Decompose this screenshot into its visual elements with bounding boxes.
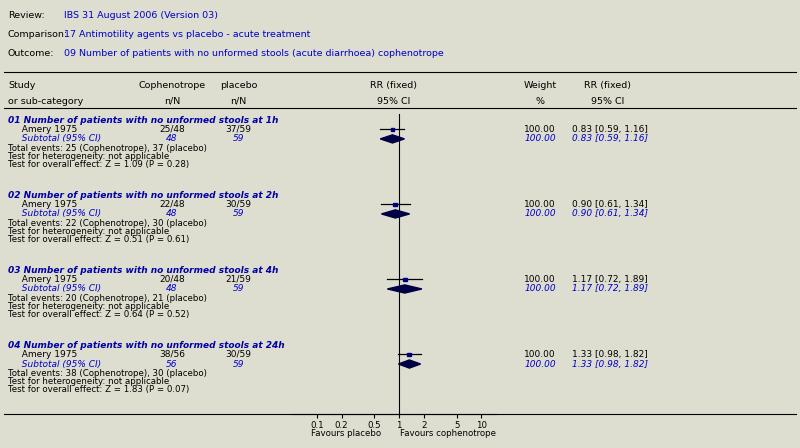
- Text: 100.00: 100.00: [524, 284, 556, 293]
- Text: Outcome:: Outcome:: [8, 49, 54, 58]
- Text: Test for heterogeneity: not applicable: Test for heterogeneity: not applicable: [8, 152, 170, 161]
- Text: IBS 31 August 2006 (Version 03): IBS 31 August 2006 (Version 03): [64, 11, 218, 20]
- Polygon shape: [387, 285, 422, 293]
- Text: Subtotal (95% CI): Subtotal (95% CI): [16, 209, 101, 219]
- Text: Comparison:: Comparison:: [8, 30, 68, 39]
- Text: n/N: n/N: [164, 97, 180, 106]
- Text: Test for heterogeneity: not applicable: Test for heterogeneity: not applicable: [8, 377, 170, 386]
- Text: 48: 48: [166, 209, 178, 219]
- Text: or sub-category: or sub-category: [8, 97, 83, 106]
- Text: 37/59: 37/59: [226, 125, 251, 134]
- Text: RR (fixed): RR (fixed): [585, 81, 631, 90]
- Text: 100.00: 100.00: [524, 275, 556, 284]
- Text: %: %: [535, 97, 545, 106]
- Text: Test for overall effect: Z = 1.09 (P = 0.28): Test for overall effect: Z = 1.09 (P = 0…: [8, 160, 189, 169]
- Text: Favours cophenotrope: Favours cophenotrope: [399, 429, 495, 438]
- Text: 59: 59: [233, 134, 244, 143]
- Text: Total events: 22 (Cophenotrope), 30 (placebo): Total events: 22 (Cophenotrope), 30 (pla…: [8, 219, 207, 228]
- Text: Subtotal (95% CI): Subtotal (95% CI): [16, 359, 101, 369]
- Text: 48: 48: [166, 284, 178, 293]
- Bar: [394, 202, 398, 206]
- Text: Amery 1975: Amery 1975: [16, 200, 78, 209]
- Text: Amery 1975: Amery 1975: [16, 275, 78, 284]
- Text: Test for overall effect: Z = 0.51 (P = 0.61): Test for overall effect: Z = 0.51 (P = 0…: [8, 235, 190, 244]
- Text: 0.90 [0.61, 1.34]: 0.90 [0.61, 1.34]: [572, 209, 648, 219]
- Text: 0.90 [0.61, 1.34]: 0.90 [0.61, 1.34]: [572, 200, 648, 209]
- Text: Test for overall effect: Z = 0.64 (P = 0.52): Test for overall effect: Z = 0.64 (P = 0…: [8, 310, 190, 319]
- Text: 100.00: 100.00: [524, 209, 556, 219]
- Text: Total events: 20 (Cophenotrope), 21 (placebo): Total events: 20 (Cophenotrope), 21 (pla…: [8, 294, 207, 303]
- Text: Review:: Review:: [8, 11, 45, 20]
- Bar: [402, 278, 406, 281]
- Bar: [407, 353, 411, 356]
- Text: 02 Number of patients with no unformed stools at 2h: 02 Number of patients with no unformed s…: [8, 191, 278, 200]
- Text: Subtotal (95% CI): Subtotal (95% CI): [16, 284, 101, 293]
- Text: 100.00: 100.00: [524, 359, 556, 369]
- Text: 95% CI: 95% CI: [378, 97, 410, 106]
- Text: 22/48: 22/48: [159, 200, 185, 209]
- Text: 1.17 [0.72, 1.89]: 1.17 [0.72, 1.89]: [572, 284, 648, 293]
- Text: Study: Study: [8, 81, 35, 90]
- Text: 1.33 [0.98, 1.82]: 1.33 [0.98, 1.82]: [572, 359, 648, 369]
- Bar: [390, 128, 394, 131]
- Text: 100.00: 100.00: [524, 134, 556, 143]
- Text: 100.00: 100.00: [524, 350, 556, 359]
- Text: 38/56: 38/56: [159, 350, 185, 359]
- Text: 100.00: 100.00: [524, 200, 556, 209]
- Text: Test for heterogeneity: not applicable: Test for heterogeneity: not applicable: [8, 302, 170, 311]
- Text: 17 Antimotility agents vs placebo - acute treatment: 17 Antimotility agents vs placebo - acut…: [64, 30, 310, 39]
- Text: 59: 59: [233, 359, 244, 369]
- Polygon shape: [398, 360, 421, 368]
- Text: 01 Number of patients with no unformed stools at 1h: 01 Number of patients with no unformed s…: [8, 116, 278, 125]
- Text: 20/48: 20/48: [159, 275, 185, 284]
- Text: 56: 56: [166, 359, 178, 369]
- Text: Amery 1975: Amery 1975: [16, 125, 78, 134]
- Text: Total events: 25 (Cophenotrope), 37 (placebo): Total events: 25 (Cophenotrope), 37 (pla…: [8, 144, 207, 153]
- Text: 03 Number of patients with no unformed stools at 4h: 03 Number of patients with no unformed s…: [8, 266, 278, 275]
- Text: 1.33 [0.98, 1.82]: 1.33 [0.98, 1.82]: [572, 350, 648, 359]
- Polygon shape: [382, 210, 410, 218]
- Text: 04 Number of patients with no unformed stools at 24h: 04 Number of patients with no unformed s…: [8, 341, 285, 350]
- Text: 21/59: 21/59: [226, 275, 251, 284]
- Text: Weight: Weight: [523, 81, 557, 90]
- Text: Amery 1975: Amery 1975: [16, 350, 78, 359]
- Text: Favours placebo: Favours placebo: [310, 429, 381, 438]
- Polygon shape: [380, 135, 405, 143]
- Text: 0.83 [0.59, 1.16]: 0.83 [0.59, 1.16]: [572, 125, 648, 134]
- Text: 48: 48: [166, 134, 178, 143]
- Text: Cophenotrope: Cophenotrope: [138, 81, 206, 90]
- Text: 09 Number of patients with no unformed stools (acute diarrhoea) cophenotrope: 09 Number of patients with no unformed s…: [64, 49, 444, 58]
- Text: 25/48: 25/48: [159, 125, 185, 134]
- Text: Total events: 38 (Cophenotrope), 30 (placebo): Total events: 38 (Cophenotrope), 30 (pla…: [8, 369, 207, 378]
- Text: n/N: n/N: [230, 97, 246, 106]
- Text: 30/59: 30/59: [226, 350, 251, 359]
- Text: Test for heterogeneity: not applicable: Test for heterogeneity: not applicable: [8, 227, 170, 236]
- Text: Test for overall effect: Z = 1.83 (P = 0.07): Test for overall effect: Z = 1.83 (P = 0…: [8, 385, 190, 394]
- Text: placebo: placebo: [220, 81, 257, 90]
- Text: 59: 59: [233, 209, 244, 219]
- Text: Subtotal (95% CI): Subtotal (95% CI): [16, 134, 101, 143]
- Text: 95% CI: 95% CI: [591, 97, 625, 106]
- Text: 100.00: 100.00: [524, 125, 556, 134]
- Text: 0.83 [0.59, 1.16]: 0.83 [0.59, 1.16]: [572, 134, 648, 143]
- Text: 1.17 [0.72, 1.89]: 1.17 [0.72, 1.89]: [572, 275, 648, 284]
- Text: 59: 59: [233, 284, 244, 293]
- Text: 30/59: 30/59: [226, 200, 251, 209]
- Text: RR (fixed): RR (fixed): [370, 81, 418, 90]
